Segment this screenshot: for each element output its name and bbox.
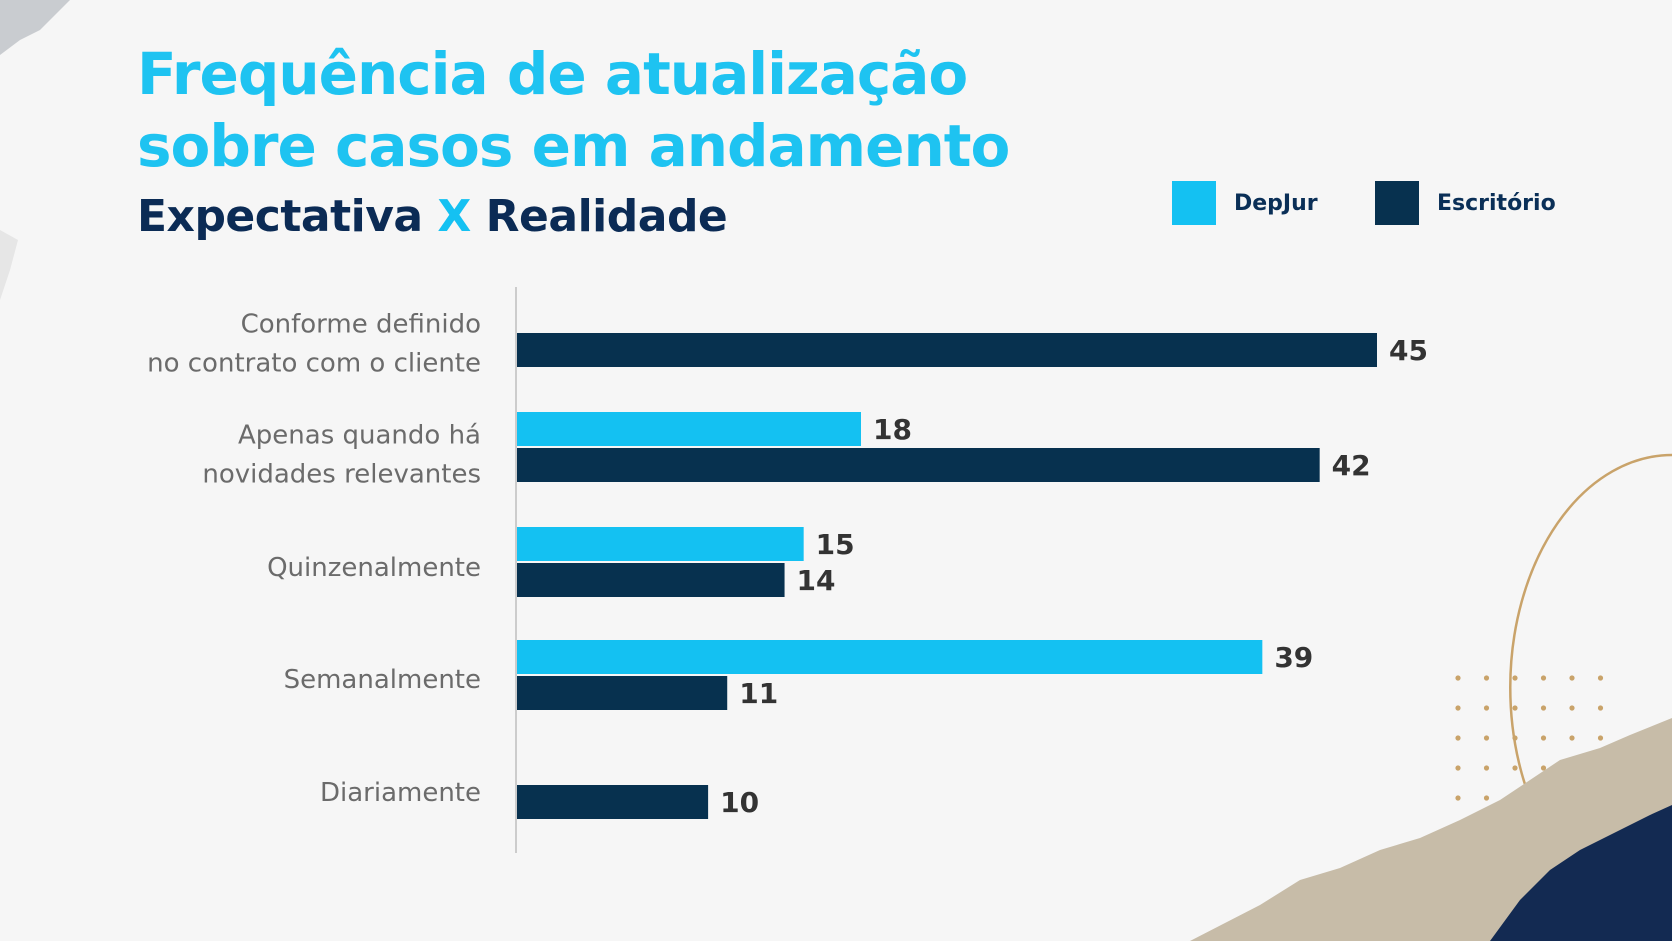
- category-label-conforme-definido: no contrato com o cliente: [147, 349, 481, 379]
- decoration-dot: [1512, 765, 1518, 771]
- category-label-diariamente: Diariamente: [320, 778, 481, 808]
- decoration-dot: [1512, 705, 1518, 711]
- legend-swatch-escritorio: [1375, 181, 1419, 225]
- decoration-dot: [1597, 705, 1604, 711]
- decoration-dot: [1512, 735, 1518, 741]
- decoration-dot: [1569, 735, 1575, 741]
- decoration-dot: [1455, 765, 1461, 771]
- chart-title: Frequência de atualização sobre casos em…: [137, 38, 1010, 182]
- decoration-dot: [1483, 795, 1490, 801]
- decoration-dot: [1483, 675, 1490, 681]
- category-label-apenas-quando-ha: novidades relevantes: [202, 460, 481, 490]
- bar-escritorio-semanalmente: [517, 676, 728, 710]
- decoration-dot: [1597, 735, 1604, 741]
- decoration-dot: [1540, 765, 1547, 771]
- value-label-escritorio-apenas-quando-ha: 42: [1332, 449, 1371, 482]
- category-label-semanalmente: Semanalmente: [284, 665, 481, 695]
- decoration-dot: [1483, 735, 1490, 741]
- legend-swatch-depjur: [1172, 181, 1216, 225]
- chart-title-line2: sobre casos em andamento: [137, 112, 1010, 180]
- subtitle-x: X: [437, 191, 471, 242]
- bar-escritorio-conforme-definido: [517, 333, 1377, 367]
- value-label-depjur-quinzenalmente: 15: [816, 528, 855, 561]
- legend-label-depjur: DepJur: [1234, 190, 1318, 216]
- decoration-dot: [1540, 675, 1547, 681]
- value-label-depjur-apenas-quando-ha: 18: [873, 413, 912, 446]
- decoration-dot: [1512, 675, 1518, 681]
- dot-grid-decoration: [1455, 675, 1604, 801]
- bar-depjur-semanalmente: [517, 640, 1263, 674]
- category-label-quinzenalmente: Quinzenalmente: [267, 553, 481, 583]
- chart-title-line1: Frequência de atualização: [137, 40, 968, 108]
- decoration-dot: [1540, 735, 1547, 741]
- decoration-dot: [1455, 675, 1461, 681]
- decoration-dot: [1483, 705, 1490, 711]
- decoration-dot: [1483, 765, 1490, 771]
- bar-escritorio-quinzenalmente: [517, 563, 785, 597]
- value-label-escritorio-diariamente: 10: [720, 786, 759, 819]
- decoration-dot: [1455, 735, 1461, 741]
- bar-depjur-quinzenalmente: [517, 527, 804, 561]
- torn-paper-navy: [1490, 805, 1672, 941]
- legend-item-escritorio: Escritório: [1375, 181, 1556, 225]
- category-label-conforme-definido: Conforme definido: [241, 310, 481, 340]
- value-label-escritorio-semanalmente: 11: [739, 677, 778, 710]
- subtitle-expectativa: Expectativa: [137, 191, 423, 242]
- decoration-dot: [1597, 675, 1604, 681]
- chart-subtitle: Expectativa X Realidade: [137, 188, 728, 246]
- torn-paper-corner: [0, 0, 70, 55]
- decoration-dot: [1569, 705, 1575, 711]
- category-label-apenas-quando-ha: Apenas quando há: [238, 421, 481, 451]
- bar-escritorio-diariamente: [517, 785, 709, 819]
- torn-paper-shadow: [0, 230, 18, 300]
- value-label-depjur-semanalmente: 39: [1274, 641, 1313, 674]
- decoration-dot: [1569, 675, 1575, 681]
- legend-item-depjur: DepJur: [1172, 181, 1318, 225]
- legend-label-escritorio: Escritório: [1437, 190, 1556, 216]
- decoration-dot: [1540, 705, 1547, 711]
- bar-escritorio-apenas-quando-ha: [517, 448, 1320, 482]
- bar-depjur-apenas-quando-ha: [517, 412, 861, 446]
- subtitle-realidade: Realidade: [485, 191, 728, 242]
- decoration-dot: [1455, 705, 1461, 711]
- value-label-escritorio-quinzenalmente: 14: [797, 564, 836, 597]
- decoration-dot: [1455, 795, 1461, 801]
- value-label-escritorio-conforme-definido: 45: [1389, 334, 1428, 367]
